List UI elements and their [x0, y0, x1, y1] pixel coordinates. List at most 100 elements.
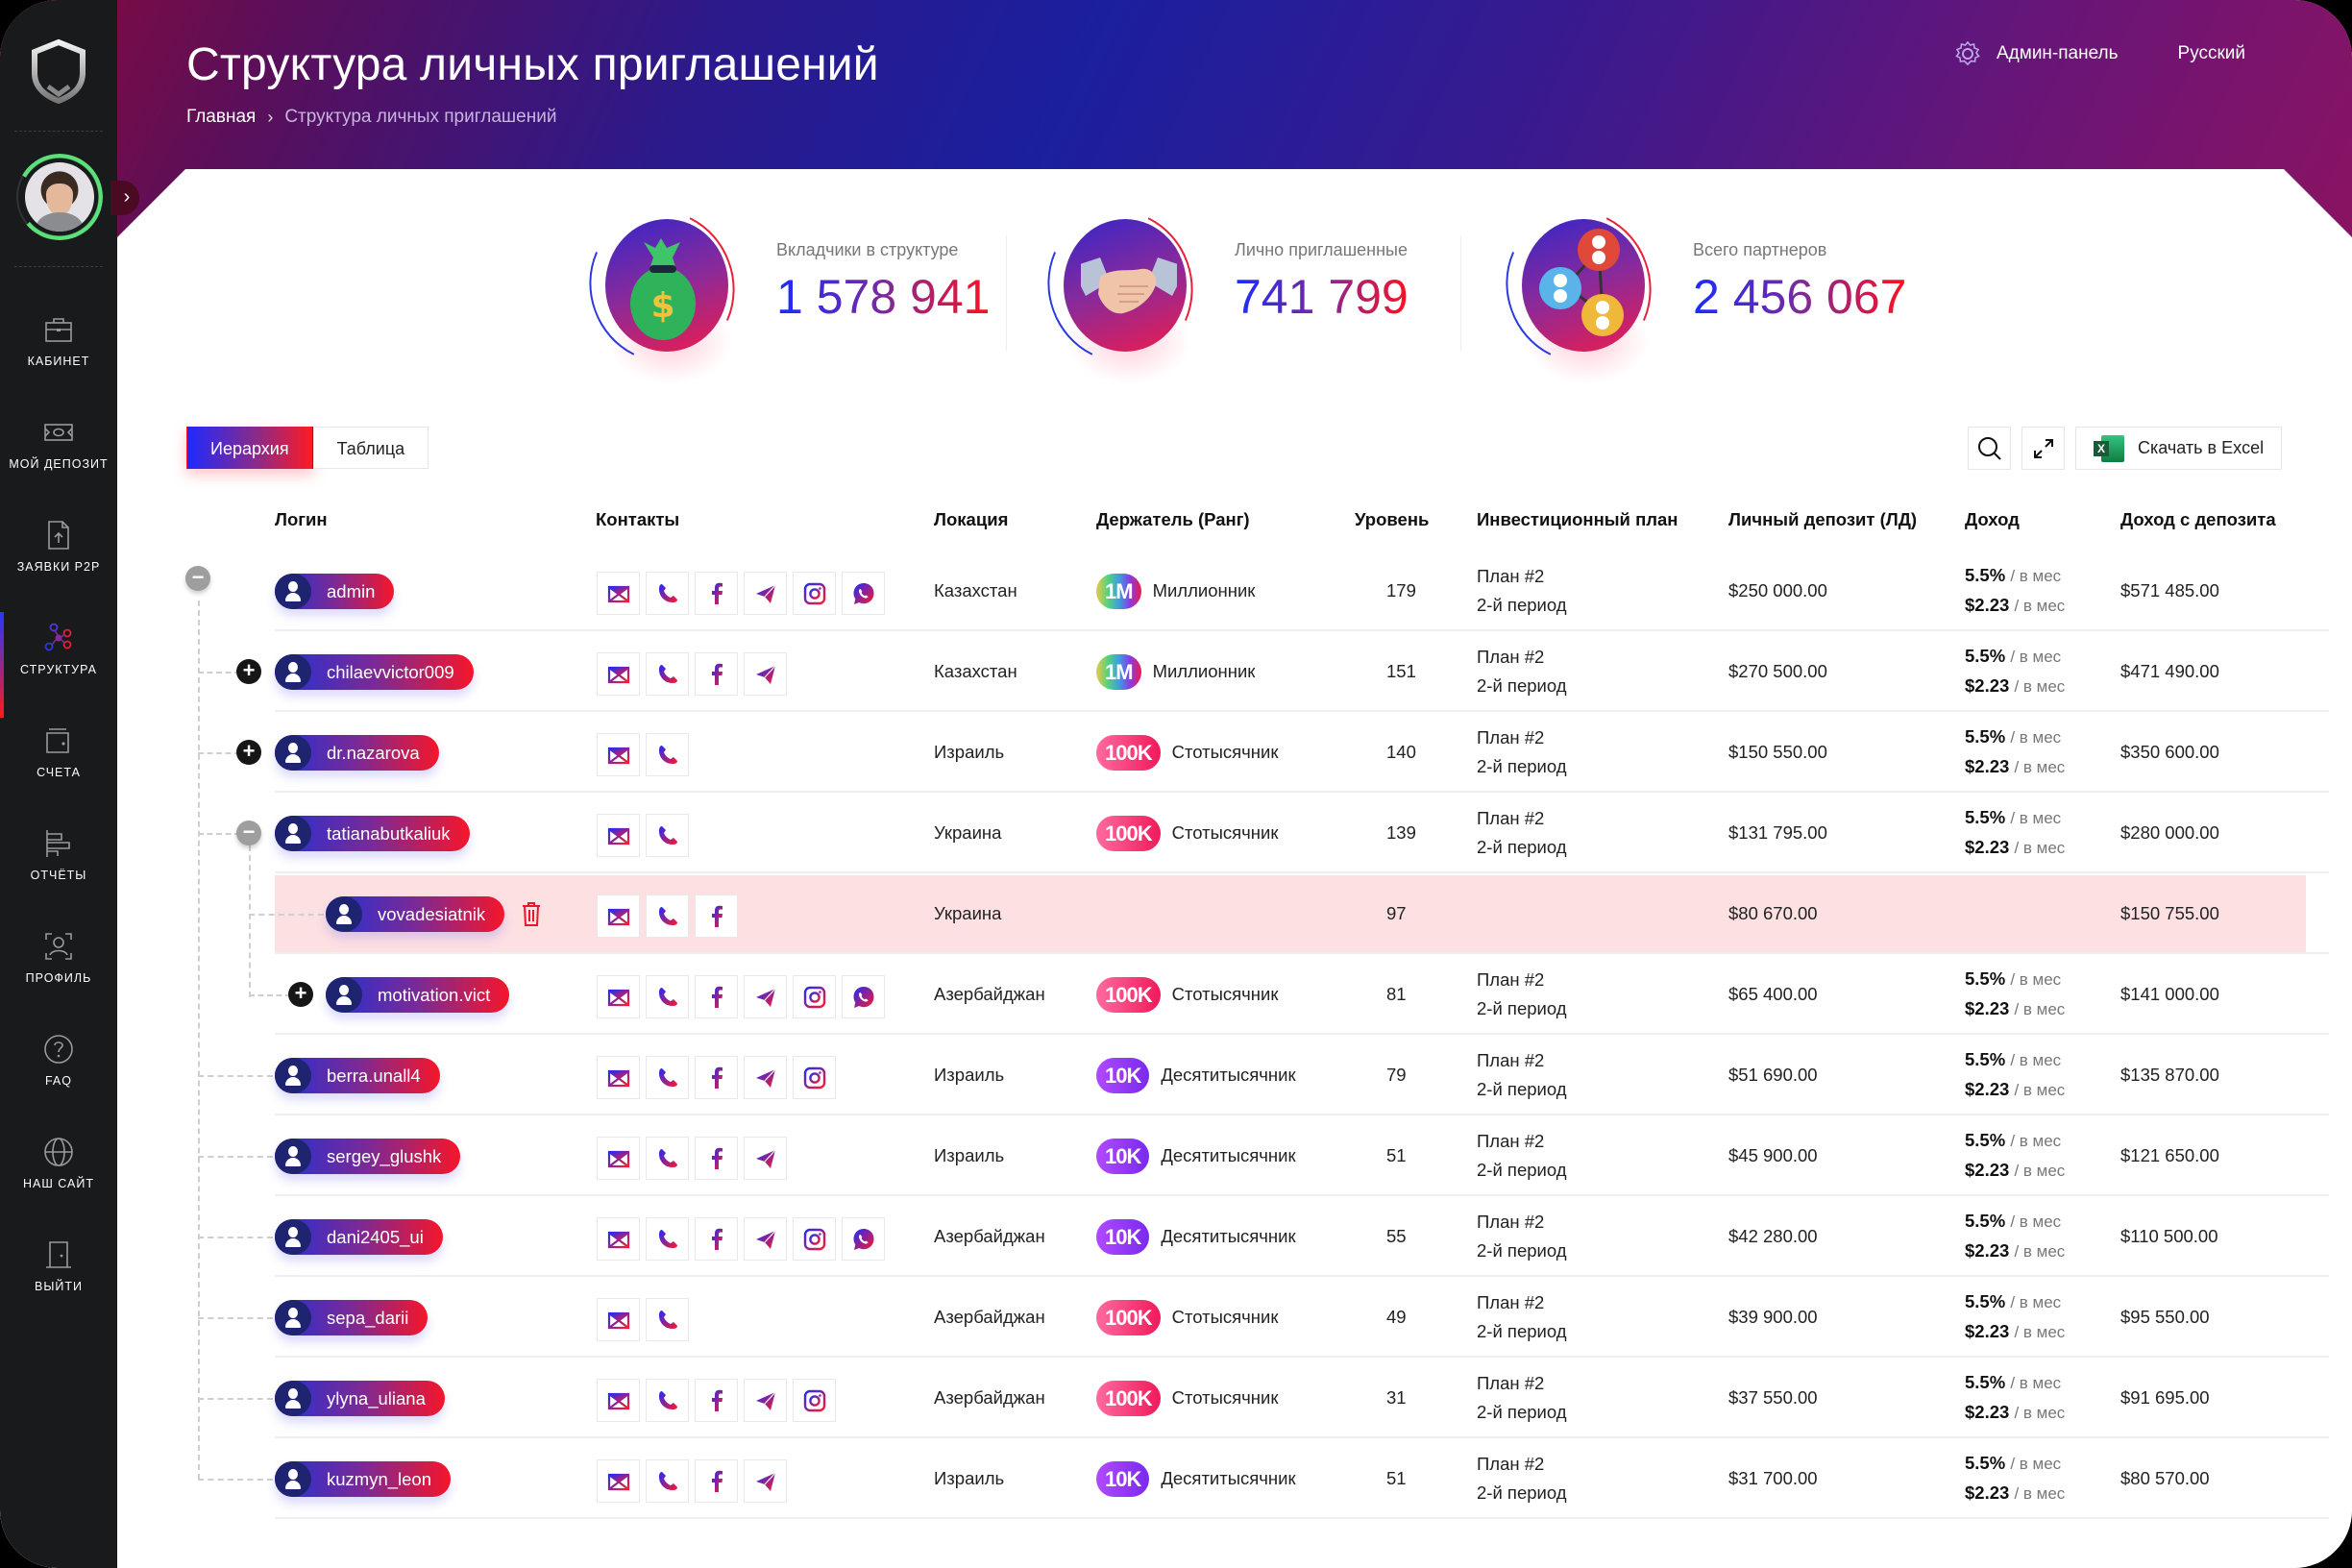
contact-telegram-button[interactable]	[744, 1137, 787, 1180]
table-row[interactable]: + chilaevvictor009 Казахстан 1M Миллионник 15…	[0, 631, 2352, 712]
login-pill[interactable]: kuzmyn_leon	[275, 1461, 452, 1497]
sidebar-item-bar-chart[interactable]: ОТЧЁТЫ	[0, 827, 117, 919]
sidebar-item-user-scan[interactable]: ПРОФИЛЬ	[0, 930, 117, 1022]
login-pill[interactable]: ylyna_uliana	[275, 1381, 445, 1416]
contact-phone-button[interactable]	[646, 1379, 689, 1422]
column-contacts[interactable]: Контакты	[596, 509, 680, 529]
column-level[interactable]: Уровень	[1355, 509, 1430, 529]
contact-facebook-button[interactable]	[695, 975, 738, 1018]
table-row[interactable]: sepa_darii Азербайджан 100K Стотысячник 49 Пл…	[0, 1277, 2352, 1358]
admin-panel-link[interactable]: Админ-панель	[1997, 43, 2119, 63]
fullscreen-button[interactable]	[2021, 427, 2065, 470]
login-pill[interactable]: sepa_darii	[275, 1300, 429, 1335]
contact-email-button[interactable]	[597, 1379, 640, 1422]
contact-telegram-button[interactable]	[744, 1459, 787, 1503]
sidebar-item-network[interactable]: СТРУКТУРА	[0, 612, 117, 718]
tab-table[interactable]: Таблица	[312, 427, 429, 469]
contact-email-button[interactable]	[597, 814, 640, 857]
column-deposit-income[interactable]: Доход с депозита	[2120, 509, 2276, 529]
column-income[interactable]: Доход	[1965, 509, 2020, 529]
collapse-node-button[interactable]: −	[185, 566, 210, 591]
column-investment-plan[interactable]: Инвестиционный план	[1477, 509, 1678, 529]
contact-facebook-button[interactable]	[695, 894, 738, 938]
table-row[interactable]: sergey_glushk Израиль 10K Десятитысячник 51 П…	[0, 1115, 2352, 1196]
contact-telegram-button[interactable]	[744, 652, 787, 696]
expand-node-button[interactable]: +	[236, 740, 261, 765]
sidebar-item-question[interactable]: FAQ	[0, 1033, 117, 1125]
sidebar-item-door[interactable]: ВЫЙТИ	[0, 1238, 117, 1331]
sidebar-item-banknote[interactable]: МОЙ ДЕПОЗИТ	[0, 416, 117, 508]
table-row[interactable]: kuzmyn_leon Израиль 10K Десятитысячник 51 Пла…	[0, 1438, 2352, 1519]
contact-email-button[interactable]	[597, 1459, 640, 1503]
contact-phone-button[interactable]	[646, 652, 689, 696]
contact-email-button[interactable]	[597, 1137, 640, 1180]
contact-whatsapp-button[interactable]	[842, 572, 885, 615]
contact-facebook-button[interactable]	[695, 652, 738, 696]
login-pill[interactable]: chilaevvictor009	[275, 654, 474, 690]
contact-phone-button[interactable]	[646, 1217, 689, 1261]
table-row[interactable]: vovadesiatnik Украина 97 $80 670.00 $150 755…	[0, 873, 2352, 954]
contact-phone-button[interactable]	[646, 1137, 689, 1180]
contact-email-button[interactable]	[597, 1298, 640, 1341]
expand-node-button[interactable]: +	[236, 659, 261, 684]
sidebar-item-wallet[interactable]: СЧЕТА	[0, 724, 117, 817]
contact-phone-button[interactable]	[646, 894, 689, 938]
contact-phone-button[interactable]	[646, 572, 689, 615]
contact-email-button[interactable]	[597, 1217, 640, 1261]
contact-instagram-button[interactable]	[793, 572, 836, 615]
contact-telegram-button[interactable]	[744, 1056, 787, 1099]
contact-facebook-button[interactable]	[695, 1459, 738, 1503]
login-pill[interactable]: sergey_glushk	[275, 1139, 461, 1174]
table-row[interactable]: − admin Казахстан 1M Миллионник 179 План #2 2-й…	[0, 551, 2352, 631]
contact-email-button[interactable]	[597, 733, 640, 776]
contact-email-button[interactable]	[597, 894, 640, 938]
language-selector[interactable]: Русский	[2177, 43, 2246, 63]
column-rank[interactable]: Держатель (Ранг)	[1096, 509, 1250, 529]
contact-telegram-button[interactable]	[744, 1379, 787, 1422]
column-login[interactable]: Логин	[275, 509, 328, 529]
sidebar-item-file-upload[interactable]: ЗАЯВКИ P2P	[0, 519, 117, 611]
column-personal-deposit[interactable]: Личный депозит (ЛД)	[1728, 509, 1918, 529]
login-pill[interactable]: admin	[275, 574, 395, 609]
contact-phone-button[interactable]	[646, 733, 689, 776]
trash-icon[interactable]	[520, 900, 543, 927]
table-row[interactable]: dani2405_ui Азербайджан 10K Десятитысячник 5…	[0, 1196, 2352, 1277]
contact-facebook-button[interactable]	[695, 572, 738, 615]
contact-instagram-button[interactable]	[793, 1056, 836, 1099]
tab-hierarchy[interactable]: Иерархия	[186, 427, 313, 469]
login-pill[interactable]: tatianabutkaliuk	[275, 816, 470, 851]
contact-telegram-button[interactable]	[744, 572, 787, 615]
contact-facebook-button[interactable]	[695, 1379, 738, 1422]
contact-facebook-button[interactable]	[695, 1137, 738, 1180]
search-button[interactable]	[1968, 427, 2011, 470]
column-location[interactable]: Локация	[934, 509, 1009, 529]
table-row[interactable]: berra.unall4 Израиль 10K Десятитысячник 79 Пл…	[0, 1035, 2352, 1115]
contact-telegram-button[interactable]	[744, 1217, 787, 1261]
contact-phone-button[interactable]	[646, 1298, 689, 1341]
contact-phone-button[interactable]	[646, 1459, 689, 1503]
contact-email-button[interactable]	[597, 572, 640, 615]
contact-phone-button[interactable]	[646, 975, 689, 1018]
contact-email-button[interactable]	[597, 652, 640, 696]
contact-facebook-button[interactable]	[695, 1217, 738, 1261]
contact-instagram-button[interactable]	[793, 1379, 836, 1422]
collapse-node-button[interactable]: −	[236, 821, 261, 845]
user-avatar[interactable]	[16, 154, 103, 240]
expand-node-button[interactable]: +	[288, 982, 313, 1007]
contact-whatsapp-button[interactable]	[842, 975, 885, 1018]
login-pill[interactable]: berra.unall4	[275, 1058, 440, 1093]
sidebar-item-globe[interactable]: НАШ САЙТ	[0, 1136, 117, 1228]
table-row[interactable]: ylyna_uliana Азербайджан 100K Стотысячник 31…	[0, 1358, 2352, 1438]
contact-phone-button[interactable]	[646, 814, 689, 857]
contact-instagram-button[interactable]	[793, 975, 836, 1018]
login-pill[interactable]: dani2405_ui	[275, 1219, 443, 1255]
contact-facebook-button[interactable]	[695, 1056, 738, 1099]
contact-email-button[interactable]	[597, 1056, 640, 1099]
sidebar-expand-button[interactable]: ›	[110, 181, 139, 215]
table-row[interactable]: − tatianabutkaliuk Украина 100K Стотысячник 1…	[0, 793, 2352, 873]
sidebar-item-briefcase[interactable]: КАБИНЕТ	[0, 313, 117, 405]
breadcrumb-home-link[interactable]: Главная	[186, 107, 257, 127]
login-pill[interactable]: motivation.vict	[326, 977, 510, 1013]
contact-phone-button[interactable]	[646, 1056, 689, 1099]
contact-instagram-button[interactable]	[793, 1217, 836, 1261]
